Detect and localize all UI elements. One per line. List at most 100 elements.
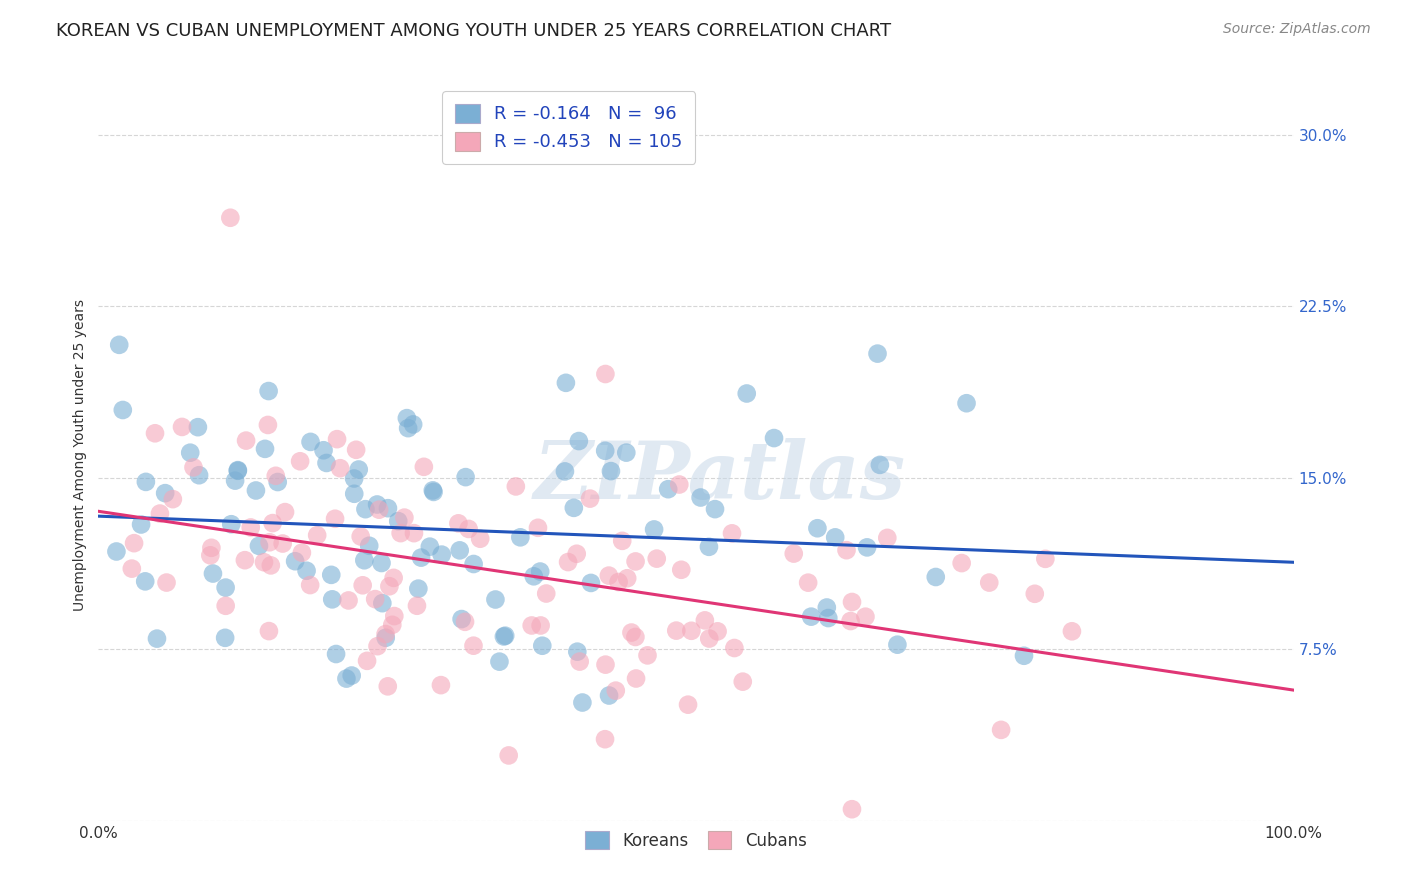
Point — [624, 630, 647, 644]
Point — [571, 696, 593, 710]
Point — [307, 528, 329, 542]
Point — [235, 434, 257, 448]
Point — [783, 547, 806, 561]
Point — [353, 553, 375, 567]
Point — [624, 672, 647, 686]
Point — [598, 689, 620, 703]
Point — [224, 474, 246, 488]
Point — [567, 645, 589, 659]
Point — [377, 679, 399, 693]
Point — [162, 492, 184, 507]
Text: Source: ZipAtlas.com: Source: ZipAtlas.com — [1223, 22, 1371, 37]
Point — [494, 629, 516, 643]
Point — [299, 434, 322, 449]
Point — [595, 657, 617, 672]
Point — [257, 624, 280, 639]
Point — [925, 570, 948, 584]
Point — [484, 592, 506, 607]
Point — [568, 434, 591, 448]
Point — [562, 500, 585, 515]
Point — [531, 639, 554, 653]
Point — [315, 456, 337, 470]
Point — [359, 539, 381, 553]
Point — [855, 609, 877, 624]
Point — [129, 517, 152, 532]
Point — [509, 530, 531, 544]
Point — [264, 468, 287, 483]
Point — [367, 639, 389, 653]
Point — [364, 592, 387, 607]
Point — [681, 624, 703, 638]
Point — [463, 639, 485, 653]
Point — [600, 464, 623, 478]
Point — [143, 426, 166, 441]
Point — [326, 432, 349, 446]
Point — [135, 475, 157, 489]
Point — [344, 442, 367, 457]
Point — [122, 536, 145, 550]
Point — [201, 566, 224, 581]
Point — [257, 384, 280, 398]
Point — [735, 386, 758, 401]
Point — [557, 555, 579, 569]
Point — [624, 554, 647, 568]
Point — [668, 477, 690, 491]
Point — [153, 486, 176, 500]
Point — [607, 574, 630, 589]
Point — [378, 579, 401, 593]
Point — [523, 569, 546, 583]
Point — [323, 512, 346, 526]
Point — [347, 462, 370, 476]
Point — [723, 640, 745, 655]
Text: ZIPatlas: ZIPatlas — [534, 438, 905, 516]
Point — [835, 543, 858, 558]
Point — [121, 561, 143, 575]
Point — [215, 599, 238, 613]
Point — [990, 723, 1012, 737]
Point — [839, 614, 862, 628]
Point — [343, 471, 366, 485]
Point — [643, 523, 665, 537]
Point — [253, 555, 276, 569]
Text: KOREAN VS CUBAN UNEMPLOYMENT AMONG YOUTH UNDER 25 YEARS CORRELATION CHART: KOREAN VS CUBAN UNEMPLOYMENT AMONG YOUTH… — [56, 22, 891, 40]
Point — [449, 543, 471, 558]
Point — [368, 502, 391, 516]
Point — [706, 624, 728, 639]
Point — [245, 483, 267, 498]
Point — [979, 575, 1001, 590]
Point — [325, 647, 347, 661]
Point — [233, 553, 256, 567]
Point — [593, 732, 616, 747]
Point — [450, 612, 472, 626]
Point — [295, 564, 318, 578]
Point — [527, 521, 550, 535]
Point — [382, 571, 405, 585]
Point — [329, 461, 352, 475]
Point — [366, 498, 388, 512]
Point — [343, 487, 366, 501]
Point — [841, 595, 863, 609]
Point — [226, 463, 249, 477]
Point — [170, 420, 193, 434]
Point — [806, 521, 828, 535]
Point — [498, 748, 520, 763]
Point — [200, 541, 222, 555]
Point — [797, 575, 820, 590]
Point — [657, 482, 679, 496]
Point — [354, 502, 377, 516]
Point — [352, 578, 374, 592]
Point — [447, 516, 470, 531]
Point — [488, 655, 510, 669]
Point — [1024, 587, 1046, 601]
Point — [260, 558, 283, 573]
Point — [530, 618, 553, 632]
Point — [219, 517, 242, 532]
Point — [395, 411, 418, 425]
Point — [841, 802, 863, 816]
Point — [605, 683, 627, 698]
Point — [382, 609, 405, 624]
Point — [291, 546, 314, 560]
Point — [111, 403, 134, 417]
Point — [815, 600, 838, 615]
Point — [387, 514, 409, 528]
